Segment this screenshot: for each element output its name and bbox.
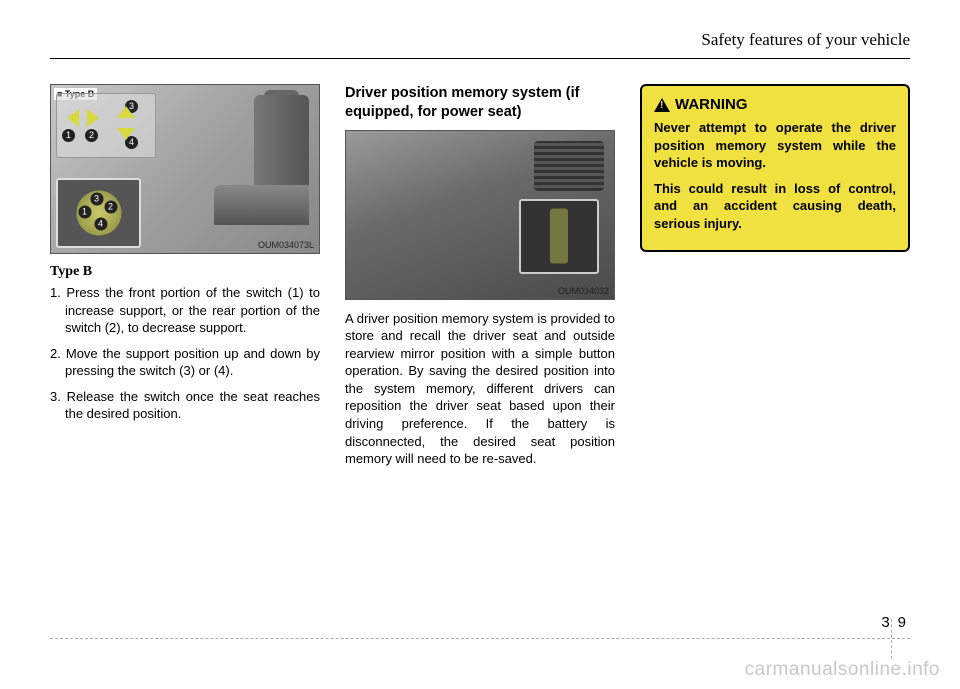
- figure-code-2: OUM034032: [558, 286, 609, 296]
- type-b-heading: Type B: [50, 264, 320, 280]
- content-columns: ■ Type B 1 2 3 4: [50, 84, 910, 468]
- arrow-down-icon: [117, 128, 135, 140]
- arrow-diagram: 1 2 3 4: [56, 93, 156, 158]
- instruction-1: 1. Press the front portion of the switch…: [50, 284, 320, 337]
- num-1: 1: [62, 129, 75, 142]
- seat-illustration: [199, 95, 309, 245]
- figure-seat-lumbar: ■ Type B 1 2 3 4: [50, 84, 320, 254]
- page-num-value: 9: [894, 614, 910, 631]
- inset-num-2: 2: [104, 201, 117, 214]
- page-footer-rule: [50, 638, 910, 639]
- warning-triangle-icon: [654, 98, 670, 112]
- column-middle: Driver position memory system (if equipp…: [345, 84, 615, 468]
- page-number: 3 9: [877, 614, 910, 631]
- arrow-right-icon: [87, 109, 99, 127]
- arrow-up-icon: [117, 106, 135, 118]
- inset-num-1: 1: [78, 206, 91, 219]
- watermark: carmanualsonline.info: [745, 659, 940, 681]
- arrow-left-icon: [67, 109, 79, 127]
- instruction-2: 2. Move the support position up and down…: [50, 345, 320, 380]
- air-vent-icon: [534, 141, 604, 191]
- manual-page: Safety features of your vehicle ■ Type B…: [0, 0, 960, 689]
- warning-paragraph-1: Never attempt to operate the driver posi…: [654, 119, 896, 172]
- figure-door-memory: OUM034032: [345, 130, 615, 300]
- memory-system-description: A driver position memory system is provi…: [345, 310, 615, 468]
- column-right: WARNING Never attempt to operate the dri…: [640, 84, 910, 468]
- inset-num-3: 3: [90, 193, 103, 206]
- seat-backrest: [254, 95, 309, 190]
- page-section: 3: [877, 614, 893, 631]
- warning-paragraph-2: This could result in loss of control, an…: [654, 180, 896, 233]
- figure-code-1: OUM034073L: [258, 240, 314, 250]
- memory-button-inset: [519, 199, 599, 274]
- page-header: Safety features of your vehicle: [50, 30, 910, 59]
- warning-label: WARNING: [675, 96, 748, 113]
- instruction-3: 3. Release the switch once the seat reac…: [50, 388, 320, 423]
- lumbar-switch-icon: 1 2 3 4: [76, 191, 121, 236]
- memory-buttons-icon: [550, 209, 568, 264]
- warning-box: WARNING Never attempt to operate the dri…: [640, 84, 910, 252]
- inset-num-4: 4: [94, 218, 107, 231]
- column-left: ■ Type B 1 2 3 4: [50, 84, 320, 468]
- warning-title: WARNING: [654, 96, 896, 113]
- seat-cushion: [214, 185, 309, 225]
- num-2: 2: [85, 129, 98, 142]
- header-title: Safety features of your vehicle: [701, 30, 910, 49]
- switch-inset: 1 2 3 4: [56, 178, 141, 248]
- memory-system-heading: Driver position memory system (if equipp…: [345, 84, 615, 122]
